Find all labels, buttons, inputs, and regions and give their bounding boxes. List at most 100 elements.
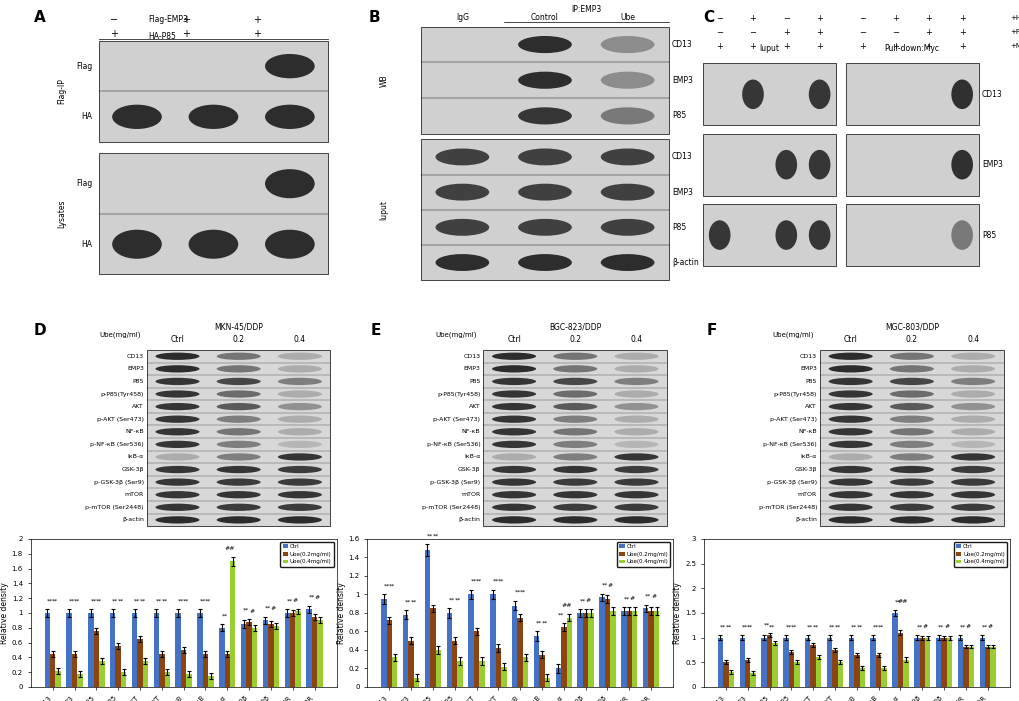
Text: **: **: [812, 624, 818, 629]
Bar: [582, 613, 588, 687]
Ellipse shape: [189, 230, 238, 259]
Text: GSK-3β: GSK-3β: [121, 467, 144, 472]
Bar: [381, 599, 386, 687]
Ellipse shape: [435, 219, 489, 236]
Bar: [924, 638, 929, 687]
Ellipse shape: [827, 416, 872, 423]
Ellipse shape: [552, 365, 597, 372]
Bar: [783, 638, 788, 687]
Ellipse shape: [950, 479, 995, 486]
Ellipse shape: [613, 441, 658, 448]
Ellipse shape: [435, 254, 489, 271]
Ellipse shape: [889, 491, 933, 498]
Bar: [771, 643, 776, 687]
Bar: [317, 620, 322, 687]
Ellipse shape: [491, 441, 536, 448]
Text: −: −: [892, 28, 898, 37]
Ellipse shape: [950, 491, 995, 498]
Text: **: **: [768, 624, 774, 629]
Text: **: **: [719, 624, 726, 629]
Ellipse shape: [277, 403, 322, 410]
Text: +: +: [958, 42, 965, 51]
Text: #: #: [629, 597, 634, 601]
Text: WB: WB: [379, 74, 388, 86]
Ellipse shape: [827, 491, 872, 498]
Bar: [186, 674, 192, 687]
Text: β-actin: β-actin: [459, 517, 480, 522]
Text: Flag-IP: Flag-IP: [57, 79, 66, 104]
Ellipse shape: [277, 365, 322, 372]
Text: −: −: [858, 28, 865, 37]
Bar: [935, 638, 941, 687]
Ellipse shape: [950, 353, 995, 360]
Text: #: #: [249, 609, 254, 614]
Bar: [446, 613, 451, 687]
Bar: [468, 594, 474, 687]
Text: P85: P85: [672, 111, 686, 121]
Text: #: #: [607, 583, 612, 587]
Text: Ube(mg/ml): Ube(mg/ml): [435, 331, 477, 338]
Text: **: **: [133, 599, 141, 604]
Bar: [626, 611, 632, 687]
Bar: [45, 613, 50, 687]
Text: P85: P85: [805, 379, 816, 384]
Text: β-actin: β-actin: [672, 258, 698, 267]
Text: p-P85(Tyr458): p-P85(Tyr458): [100, 392, 144, 397]
Ellipse shape: [950, 378, 995, 385]
Text: −: −: [110, 15, 118, 25]
Text: +: +: [783, 42, 789, 51]
Bar: [869, 638, 875, 687]
Text: **: **: [470, 579, 477, 584]
Text: +: +: [181, 29, 190, 39]
Text: **: **: [894, 599, 900, 604]
Ellipse shape: [552, 403, 597, 410]
Ellipse shape: [277, 353, 322, 360]
Text: +: +: [181, 15, 190, 25]
Text: P85: P85: [469, 379, 480, 384]
Text: **: **: [91, 599, 97, 604]
Text: **: **: [937, 624, 944, 629]
Text: p-GSK-3β (Ser9): p-GSK-3β (Ser9): [766, 479, 816, 484]
Ellipse shape: [774, 220, 797, 250]
Bar: [240, 624, 246, 687]
Bar: [435, 650, 440, 687]
Ellipse shape: [155, 365, 200, 372]
Bar: [479, 661, 484, 687]
Text: NF-κB: NF-κB: [125, 429, 144, 435]
Bar: [588, 613, 593, 687]
Text: +: +: [783, 28, 789, 37]
Bar: [71, 653, 77, 687]
Bar: [859, 668, 864, 687]
Bar: [131, 613, 138, 687]
Bar: [853, 655, 859, 687]
Bar: [560, 627, 566, 687]
Ellipse shape: [600, 149, 654, 165]
Ellipse shape: [491, 428, 536, 435]
Bar: [490, 594, 495, 687]
Text: p-AKT (Ser473): p-AKT (Ser473): [97, 416, 144, 422]
Text: **: **: [806, 624, 813, 629]
Ellipse shape: [613, 416, 658, 423]
Ellipse shape: [265, 54, 315, 79]
Ellipse shape: [435, 184, 489, 200]
Text: **: **: [877, 624, 883, 629]
Text: #: #: [292, 597, 298, 603]
Text: Flag: Flag: [76, 62, 93, 71]
Ellipse shape: [827, 390, 872, 397]
Bar: [99, 661, 104, 687]
Text: **: **: [265, 606, 271, 611]
Text: Ube(mg/ml): Ube(mg/ml): [771, 331, 813, 338]
Bar: [424, 550, 430, 687]
Bar: [837, 662, 843, 687]
Text: +: +: [815, 14, 822, 22]
Text: **: **: [645, 594, 651, 599]
Ellipse shape: [950, 390, 995, 397]
Text: EMP3: EMP3: [981, 161, 1002, 169]
Text: p-NF-κB (Ser536): p-NF-κB (Ser536): [90, 442, 144, 447]
Y-axis label: Relative density: Relative density: [0, 582, 9, 644]
Text: **: **: [74, 599, 81, 604]
Bar: [845, 134, 978, 196]
Text: p-P85(Tyr458): p-P85(Tyr458): [772, 392, 816, 397]
Bar: [164, 672, 170, 687]
Text: EMP3: EMP3: [463, 367, 480, 372]
